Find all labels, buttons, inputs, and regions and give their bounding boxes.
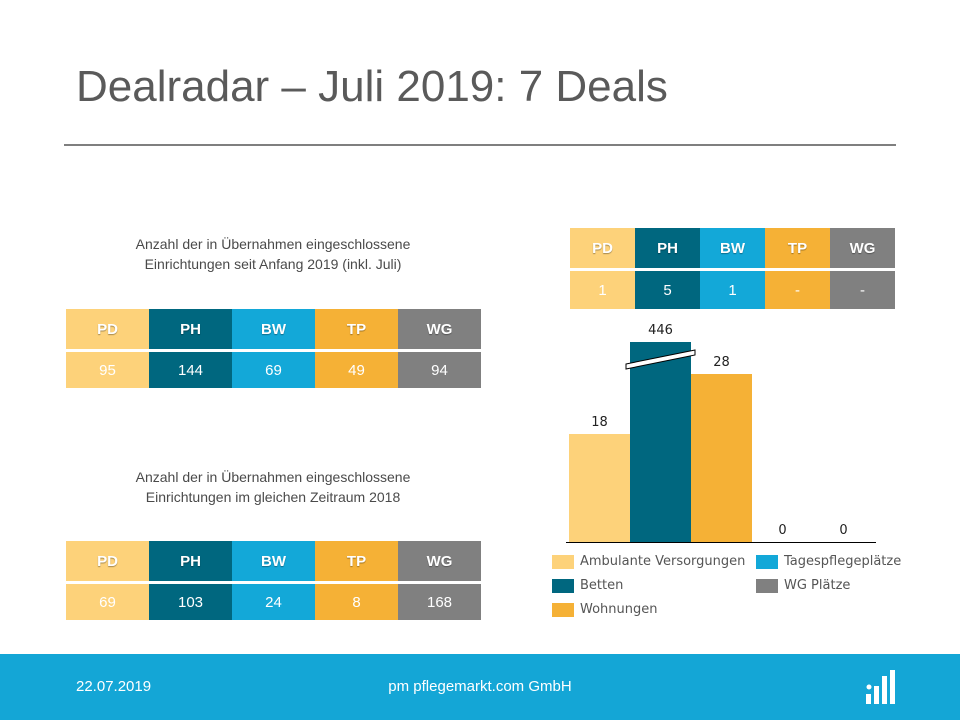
bar-3 — [691, 374, 752, 542]
axis-break-mark — [625, 349, 696, 370]
table-2018-header-wg: WG — [398, 541, 481, 581]
table-july-value-pd: 1 — [570, 271, 635, 309]
data-label-3: 28 — [713, 355, 730, 370]
caption-2018: Anzahl der in Übernahmen eingeschlossene… — [135, 469, 411, 505]
table-2018-value-wg: 168 — [398, 584, 481, 620]
chart-legend: Ambulante Versorgungen Betten Wohnungen Tag… — [552, 554, 922, 624]
caption-2019: Anzahl der in Übernahmen eingeschlossene… — [135, 236, 411, 272]
table-july-header-ph: PH — [635, 228, 700, 268]
table-july-header-bw: BW — [700, 228, 765, 268]
legend-label-4: Tagespflegeplätze — [784, 554, 902, 569]
table-2019-header-pd: PD — [66, 309, 149, 349]
table-2019-header-wg: WG — [398, 309, 481, 349]
table-2019-value-wg: 94 — [398, 352, 481, 388]
legend-item-2: Betten — [552, 578, 623, 593]
footer-bar: 22.07.2019 pm pflegemarkt.com GmbH — [0, 654, 960, 720]
legend-item-1: Ambulante Versorgungen — [552, 554, 745, 569]
data-label-5: 0 — [839, 523, 847, 538]
legend-item-4: Tagespflegeplätze — [756, 554, 901, 569]
data-label-4: 0 — [778, 523, 786, 538]
legend-label-3: Wohnungen — [580, 602, 658, 617]
footer-date: 22.07.2019 — [76, 678, 152, 695]
title-divider — [64, 144, 896, 146]
pflegemarkt-logo-icon — [866, 670, 895, 704]
footer-company: pm pflegemarkt.com GmbH — [388, 678, 572, 695]
table-2019-value-pd: 95 — [66, 352, 149, 388]
legend-swatch-5 — [756, 578, 778, 593]
table-july-value-ph: 5 — [635, 271, 700, 309]
legend-swatch-1 — [552, 554, 574, 569]
legend-swatch-4 — [756, 554, 778, 569]
table-july-value-bw: 1 — [700, 271, 765, 309]
table-2018-value-bw: 24 — [232, 584, 315, 620]
bar-1 — [569, 434, 630, 542]
legend-label-5: WG Plätze — [784, 578, 851, 593]
table-2018-header-ph: PH — [149, 541, 232, 581]
table-july-value-tp: - — [765, 271, 830, 309]
table-2019-header-bw: BW — [232, 309, 315, 349]
legend-item-3: Wohnungen — [552, 602, 658, 617]
table-2018-value-ph: 103 — [149, 584, 232, 620]
table-july-deals: PD PH BW TP WG 1 5 1- - — [570, 228, 895, 309]
table-2018-header-pd: PD — [66, 541, 149, 581]
table-july-value-wg: - — [830, 271, 895, 309]
legend-item-5: WG Plätze — [756, 578, 850, 593]
table-2018-value-pd: 69 — [66, 584, 149, 620]
legend-label-1: Ambulante Versorgungen — [580, 554, 746, 569]
table-july-header-pd: PD — [570, 228, 635, 268]
table-2018: PD PH BW TP WG 69 103 24 8 168 — [66, 541, 481, 620]
legend-swatch-2 — [552, 578, 574, 593]
table-2018-header-bw: BW — [232, 541, 315, 581]
table-2018-value-tp: 8 — [315, 584, 398, 620]
table-july-header-tp: TP — [765, 228, 830, 268]
slide-title: Dealradar – Juli 2019: 7 Deals — [76, 62, 668, 111]
table-july-header-wg: WG — [830, 228, 895, 268]
table-2019-value-bw: 69 — [232, 352, 315, 388]
data-label-2: 446 — [648, 323, 673, 338]
table-2019-header-tp: TP — [315, 309, 398, 349]
table-2019-header-ph: PH — [149, 309, 232, 349]
bar-2 — [630, 342, 691, 542]
table-2019: PD PH BW TP WG 95 144 69 49 94 — [66, 309, 481, 388]
table-2019-value-ph: 144 — [149, 352, 232, 388]
table-2019-value-tp: 49 — [315, 352, 398, 388]
legend-swatch-3 — [552, 602, 574, 617]
table-2018-header-tp: TP — [315, 541, 398, 581]
data-label-1: 18 — [591, 415, 608, 430]
legend-label-2: Betten — [580, 578, 624, 593]
